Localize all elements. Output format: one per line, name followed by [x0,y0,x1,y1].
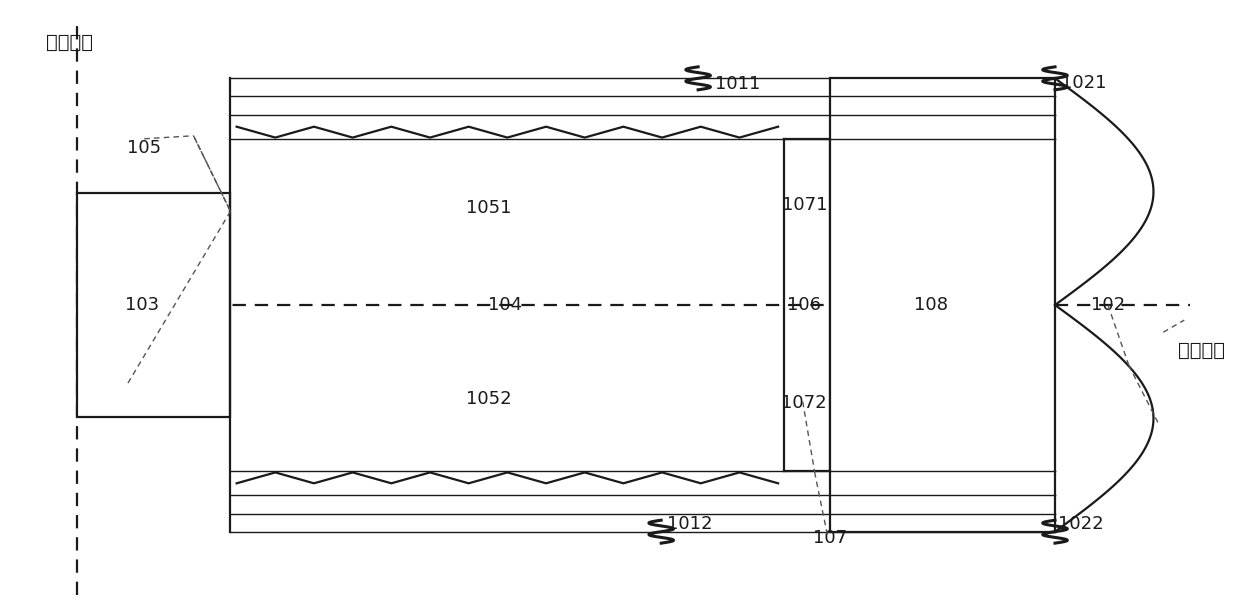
Text: 1011: 1011 [714,76,760,93]
Text: 107: 107 [812,529,847,547]
Text: 第二方向: 第二方向 [46,32,93,52]
Text: 108: 108 [914,296,947,314]
Text: 106: 106 [787,296,821,314]
Text: 1012: 1012 [667,515,712,533]
Text: 第一方向: 第一方向 [1178,341,1225,360]
Text: 104: 104 [487,296,522,314]
Bar [77,193,231,417]
Text: 1021: 1021 [1060,74,1106,92]
Text: 1052: 1052 [466,390,512,407]
Text: 1022: 1022 [1058,515,1104,533]
Text: 1072: 1072 [781,394,827,412]
Text: 103: 103 [125,296,159,314]
Text: 1071: 1071 [782,196,828,214]
Text: 1051: 1051 [466,199,512,217]
Text: 105: 105 [128,139,161,157]
Text: 102: 102 [1091,296,1125,314]
Bar [830,78,1055,532]
